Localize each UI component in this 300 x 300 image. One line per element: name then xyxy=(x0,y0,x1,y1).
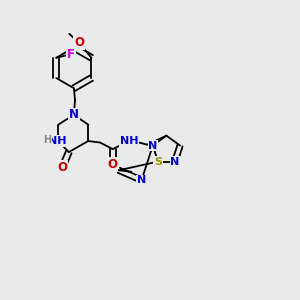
Text: O: O xyxy=(57,161,67,174)
Text: O: O xyxy=(108,158,118,170)
Text: S: S xyxy=(154,157,162,166)
Text: O: O xyxy=(74,36,84,49)
Text: F: F xyxy=(67,48,75,61)
Text: H: H xyxy=(43,135,51,145)
Text: NH: NH xyxy=(120,136,138,146)
Text: NH: NH xyxy=(49,136,67,146)
Text: N: N xyxy=(69,108,79,121)
Text: N: N xyxy=(170,157,179,166)
Text: N: N xyxy=(148,141,158,151)
Text: N: N xyxy=(137,175,146,185)
